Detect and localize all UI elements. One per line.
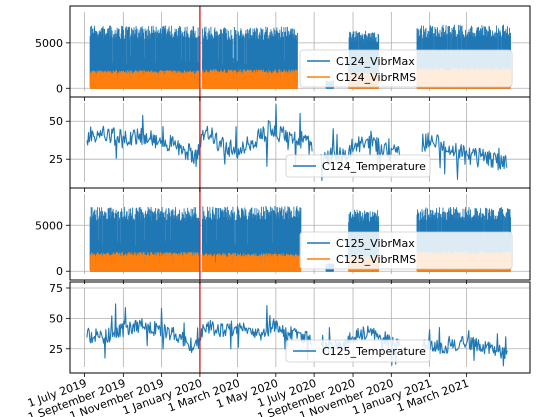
y-tick-label: 50 bbox=[49, 115, 63, 128]
legend-box bbox=[299, 231, 513, 270]
legend-box bbox=[285, 339, 431, 363]
legend: C125_Temperature bbox=[285, 339, 431, 363]
y-tick-label: 0 bbox=[56, 265, 63, 278]
y-tick-label: 0 bbox=[56, 82, 63, 95]
legend-label: C125_VibrMax bbox=[336, 237, 415, 250]
y-tick-label: 75 bbox=[49, 282, 63, 295]
legend-label: C125_Temperature bbox=[322, 345, 426, 358]
legend: C124_VibrMax C124_VibrRMS bbox=[299, 49, 513, 88]
series-segment bbox=[201, 69, 298, 89]
legend-label: C124_Temperature bbox=[322, 160, 426, 173]
series-segment bbox=[201, 252, 302, 272]
legend: C125_VibrMax C125_VibrRMS bbox=[299, 231, 513, 270]
series-segment bbox=[89, 25, 200, 89]
series-segment bbox=[89, 251, 200, 272]
legend-label: C125_VibrRMS bbox=[336, 253, 416, 266]
temperature-c125-panel: 25 50 75 C125_Temperature bbox=[49, 281, 531, 374]
series-segment bbox=[89, 70, 200, 89]
y-tick-label: 25 bbox=[49, 343, 63, 356]
series-segment bbox=[201, 206, 302, 272]
vibration-c124-panel: 0 5000 C124_VibrMax C124_VibrRMS bbox=[35, 5, 531, 98]
axes-frame bbox=[69, 187, 531, 281]
legend-box bbox=[285, 154, 431, 178]
legend-box bbox=[299, 49, 513, 88]
temperature-c124-panel: 25 50 C124_Temperature bbox=[49, 96, 531, 189]
axes-frame bbox=[69, 281, 531, 374]
y-tick-label: 5000 bbox=[35, 219, 63, 232]
y-tick-label: 50 bbox=[49, 312, 63, 325]
legend-label: C124_VibrRMS bbox=[336, 71, 416, 84]
y-tick-label: 25 bbox=[49, 153, 63, 166]
legend-label: C124_VibrMax bbox=[336, 55, 415, 68]
vibration-c125-panel: 0 5000 C125_VibrMax C125_VibrRMS bbox=[35, 187, 531, 281]
y-tick-label: 5000 bbox=[35, 37, 63, 50]
legend: C124_Temperature bbox=[285, 154, 431, 178]
